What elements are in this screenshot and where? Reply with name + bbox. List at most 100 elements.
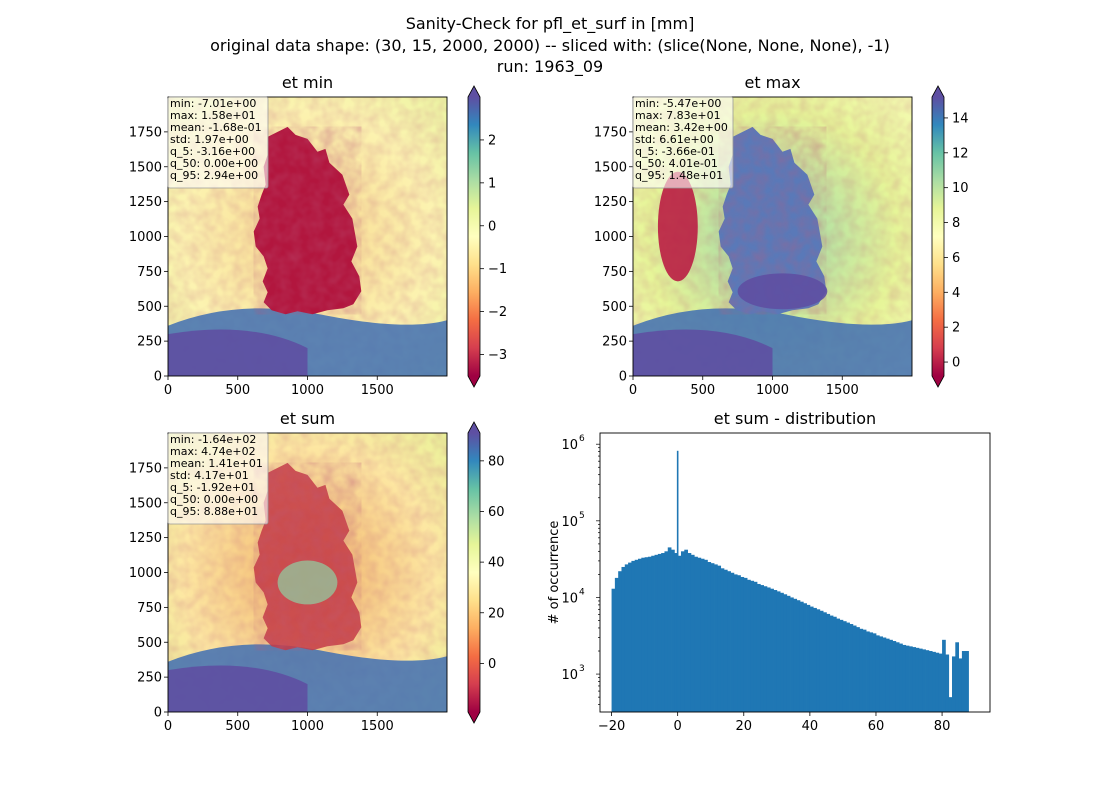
- histogram-bar: [704, 559, 708, 712]
- histogram-bar: [780, 592, 784, 712]
- stat-line: q_95: 2.94e+00: [170, 169, 258, 182]
- histogram-bar: [618, 571, 622, 712]
- histogram-bar: [885, 638, 890, 712]
- colorbar-extend-min: [468, 712, 480, 723]
- x-tick-label: 0: [164, 383, 172, 398]
- y-tick-label: 1250: [594, 195, 627, 210]
- histogram-bar: [671, 549, 675, 712]
- stat-line: std: 1.97e+00: [170, 133, 249, 146]
- histogram-bar: [720, 568, 725, 712]
- histogram-bar: [809, 606, 814, 712]
- histogram-bar: [677, 555, 682, 712]
- y-tick-label: 1500: [129, 496, 162, 511]
- histogram-bar: [839, 619, 844, 712]
- y-tick-label: 500: [137, 300, 162, 315]
- histogram-bar: [638, 558, 642, 712]
- histogram-bar: [932, 651, 936, 712]
- x-tick-label: 1000: [291, 383, 324, 398]
- histogram-bar: [905, 645, 910, 712]
- map-title: et max: [744, 73, 800, 92]
- histogram-bar: [690, 554, 695, 712]
- colorbar-tick-label: −3: [488, 348, 507, 363]
- x-tick-label: 500: [225, 719, 250, 734]
- colorbar-extend-max: [468, 422, 480, 433]
- y-tick-label: 1750: [129, 125, 162, 140]
- histogram-bar: [889, 639, 893, 712]
- colorbar-tick-label: 0: [488, 219, 496, 234]
- western-low-zone: [657, 171, 698, 282]
- histogram-bar: [717, 565, 722, 712]
- colorbar-tick-label: 0: [952, 356, 960, 371]
- colorbar: [468, 97, 480, 376]
- colorbar-extend-min: [932, 376, 944, 387]
- histogram-bar: [624, 564, 629, 712]
- y-tick-label: 10: [561, 515, 578, 530]
- histogram-bar: [614, 577, 619, 712]
- y-tick-label: 1500: [594, 160, 627, 175]
- colorbar-tick-label: 40: [488, 556, 505, 571]
- histogram-bar: [700, 558, 705, 712]
- histogram-bar: [763, 586, 768, 712]
- colorbar-tick-label: 4: [952, 286, 960, 301]
- histogram-bar: [948, 697, 953, 712]
- histogram-bar: [902, 644, 907, 712]
- histogram-bar: [872, 633, 877, 712]
- histogram-bar: [951, 656, 956, 712]
- histogram-bar: [803, 603, 807, 712]
- histogram-bar: [922, 649, 926, 712]
- colorbar-tick-label: 1: [488, 176, 496, 191]
- y-tick-exponent: 4: [579, 587, 585, 597]
- y-tick-label: 250: [137, 335, 162, 350]
- histogram-bar: [942, 639, 946, 712]
- y-tick-label: 1500: [129, 160, 162, 175]
- colorbar: [468, 433, 480, 712]
- histogram-bar: [684, 549, 688, 712]
- stat-line: mean: 1.41e+01: [170, 457, 263, 470]
- histogram-bar: [790, 597, 794, 712]
- histogram-bar: [935, 652, 940, 712]
- histogram-bar: [909, 646, 913, 712]
- histogram-bar: [823, 612, 827, 712]
- southern-high-zone: [737, 273, 828, 310]
- histogram-ylabel: # of occurrence: [547, 521, 562, 625]
- histogram-bar: [826, 613, 831, 712]
- stats-box: [632, 96, 734, 189]
- histogram-bar: [892, 641, 897, 712]
- histogram-bar: [628, 562, 632, 712]
- colorbar-tick-label: 2: [488, 133, 496, 148]
- x-tick-label: 0: [674, 719, 682, 734]
- histogram-bar: [846, 622, 850, 712]
- figure-subtitle-run: run: 1963_09: [497, 57, 603, 77]
- stat-line: mean: -1.68e-01: [170, 121, 262, 134]
- histogram-bar: [849, 624, 854, 712]
- figure-title: Sanity-Check for pfl_et_surf in [mm]: [406, 14, 695, 34]
- x-tick-label: 80: [934, 719, 951, 734]
- alpine-core: [168, 329, 308, 376]
- histogram-bar: [664, 551, 669, 712]
- histogram-bar: [611, 588, 616, 712]
- histogram-bar: [654, 554, 659, 712]
- histogram-bar: [714, 564, 718, 712]
- histogram-bar: [869, 632, 874, 712]
- histogram-bar: [634, 559, 639, 712]
- histogram-bar: [912, 647, 917, 712]
- colorbar-tick-label: 6: [952, 251, 960, 266]
- histogram-bar: [856, 627, 860, 712]
- histogram-bar: [915, 647, 920, 712]
- germany-texture: [253, 462, 362, 651]
- histogram-bar: [958, 658, 963, 712]
- histogram-frame: [599, 432, 991, 713]
- histogram-bar: [770, 588, 774, 712]
- histogram-bar: [842, 621, 847, 712]
- map-image: [633, 97, 912, 376]
- x-tick-label: 0: [164, 719, 172, 734]
- x-tick-label: 500: [690, 383, 715, 398]
- x-tick-label: 1000: [291, 719, 324, 734]
- stat-line: max: 1.58e+01: [170, 109, 256, 122]
- colorbar-tick-label: 8: [952, 216, 960, 231]
- y-tick-label: 10: [561, 591, 578, 606]
- histogram-bar: [667, 547, 672, 712]
- histogram-bar: [816, 609, 821, 712]
